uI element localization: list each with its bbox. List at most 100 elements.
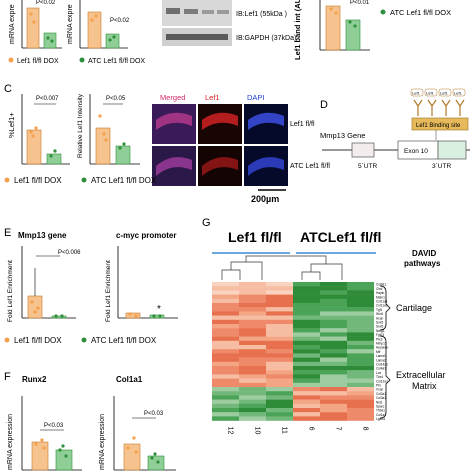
heatmap-cell xyxy=(266,290,293,295)
heatmap-cell xyxy=(212,315,239,320)
heatmap-cell xyxy=(293,366,320,371)
lef1-chip-2: Lef1 xyxy=(426,91,435,96)
heatmap-cell xyxy=(239,328,266,333)
heatmap-cell xyxy=(347,324,374,329)
heatmap-cell xyxy=(212,298,239,304)
heatmap-gene-label: Heparan xyxy=(376,346,388,350)
heatmap-cell xyxy=(212,403,239,409)
heatmap-cell xyxy=(347,361,374,367)
binding-site-box xyxy=(411,117,469,131)
heatmap-gene-label: Col2a1 xyxy=(376,392,386,396)
heatmap-cell xyxy=(212,340,239,346)
heatmap-cell xyxy=(266,399,293,404)
panel-f-letter: F xyxy=(4,371,11,383)
heatmap-cell xyxy=(293,403,320,409)
heatmap-gene-label: Acan xyxy=(376,316,383,320)
heatmap-cell xyxy=(320,361,347,367)
ecm-label: Extracellular Matrix xyxy=(396,370,448,391)
heatmap-cell xyxy=(266,370,293,375)
heatmap-cell xyxy=(212,319,239,325)
heatmap-gene-label: Sparc xyxy=(376,405,385,409)
panel-c-title-lef1: Lef1 xyxy=(205,93,220,102)
heatmap-cell xyxy=(212,324,239,329)
heatmap-cell xyxy=(320,336,347,341)
heatmap-xtick: 6 xyxy=(308,427,315,431)
heatmap-cell xyxy=(347,412,374,417)
heatmap-cell xyxy=(293,315,320,320)
utr5-box xyxy=(351,142,375,158)
panel-b-bar-1 xyxy=(325,5,341,51)
panel-c-title-dapi: DAPI xyxy=(247,93,265,102)
heatmap-cell xyxy=(239,332,266,337)
panel-a-ylabel-1: mRNA expre xyxy=(9,4,16,44)
heatmap-gene-label: Col1a2 xyxy=(376,413,386,417)
heatmap-cell xyxy=(239,307,266,312)
heatmap-cell xyxy=(212,387,239,392)
panel-e-legend-orange: Lef1 fl/fl DOX xyxy=(14,336,62,345)
heatmap-cell xyxy=(212,408,239,413)
panel-a-legend-orange: Lef1 fl/fl DOX xyxy=(17,58,59,65)
heatmap-cell xyxy=(212,357,239,362)
heatmap-gene-label: Tgf1 xyxy=(376,308,383,312)
panel-c-row-2: ATC Lef1 fl/fl xyxy=(290,163,330,170)
heatmap-cell xyxy=(347,370,374,375)
panel-c-legend-orange: Lef1 fl/fl DOX xyxy=(14,176,62,185)
heatmap-cell xyxy=(320,353,347,358)
heatmap-cell xyxy=(320,378,347,383)
heatmap-cell xyxy=(239,290,266,295)
heatmap-cell xyxy=(347,332,374,337)
heatmap-cell xyxy=(266,382,293,388)
ecm-brace xyxy=(379,335,391,419)
heatmap-cell xyxy=(293,378,320,383)
heatmap-cell xyxy=(239,370,266,375)
heatmap-cell xyxy=(212,328,239,333)
heatmap-cell xyxy=(320,294,347,299)
heatmap-gene-label: Lama2 xyxy=(376,358,386,362)
heatmap-cell xyxy=(293,324,320,329)
heatmap-gene-label: Tbx4 xyxy=(376,375,383,379)
heatmap-cell xyxy=(212,349,239,354)
panel-c-bar-1 xyxy=(26,129,42,165)
heatmap-cell xyxy=(266,412,293,417)
heatmap-cell xyxy=(239,324,266,329)
heatmap-cell xyxy=(266,357,293,362)
heatmap-cell xyxy=(320,315,347,320)
heatmap-cell xyxy=(293,328,320,333)
heatmap-cell xyxy=(320,303,347,308)
heatmap-cell xyxy=(239,395,266,400)
heatmap-cell xyxy=(347,307,374,312)
utr3-box xyxy=(437,140,467,160)
heatmap-cell xyxy=(293,298,320,304)
heatmap-cell xyxy=(239,298,266,304)
binding-site-label: Lef1 Binding site xyxy=(416,123,461,129)
panel-c-bar-3 xyxy=(95,127,111,165)
heatmap-cell xyxy=(347,340,374,346)
heatmap-gene-label: Col4a1 xyxy=(376,367,386,371)
heatmap-gene-label: Col14a1 xyxy=(376,363,388,367)
heatmap-cell xyxy=(239,340,266,346)
heatmap-cell xyxy=(239,391,266,396)
heatmap-cell xyxy=(212,336,239,341)
heatmap-cell xyxy=(212,416,239,421)
heatmap-cell xyxy=(266,303,293,308)
heatmap-cell xyxy=(239,357,266,362)
panel-c-ylabel-2: Relative Lef1 Intensity xyxy=(77,93,84,158)
heatmap-gene-label: Nid1 xyxy=(376,400,383,404)
heatmap-cell xyxy=(266,353,293,358)
heatmap-cell xyxy=(293,412,320,417)
panel-f: F Runx2 Col1a1 mRNA expression P<0.03 mR… xyxy=(4,371,176,471)
heatmap-cell xyxy=(266,319,293,325)
heatmap-xtick: 12 xyxy=(227,427,234,435)
heatmap-cell xyxy=(293,416,320,421)
panel-d: D Mmp13 Gene 5`UTR Exon 10 3`UTR Lef1 Bi… xyxy=(320,88,470,170)
panel-b-pvalue: P<0.01 xyxy=(350,0,370,6)
panel-e-bar-3 xyxy=(125,312,141,319)
heatmap-cell xyxy=(293,399,320,404)
heatmap-cell xyxy=(293,408,320,413)
heatmap-cell xyxy=(212,345,239,350)
cartilage-brace xyxy=(379,285,391,331)
heatmap-cell xyxy=(347,303,374,308)
dendrogram xyxy=(221,255,343,280)
heatmap-cell xyxy=(293,387,320,392)
heatmap-cell xyxy=(212,412,239,417)
